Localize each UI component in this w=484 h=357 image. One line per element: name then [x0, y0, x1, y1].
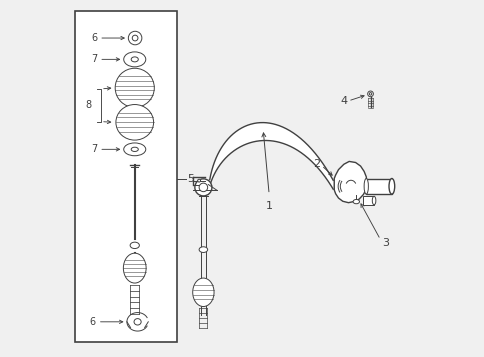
Bar [365, 178, 391, 194]
Text: 6: 6 [90, 317, 96, 327]
Ellipse shape [131, 57, 138, 62]
Ellipse shape [199, 183, 207, 192]
Ellipse shape [388, 178, 394, 194]
Ellipse shape [115, 68, 154, 107]
Ellipse shape [363, 178, 368, 194]
Ellipse shape [195, 179, 212, 196]
Ellipse shape [123, 52, 146, 67]
Ellipse shape [192, 278, 213, 307]
Text: 4: 4 [340, 96, 347, 106]
Ellipse shape [134, 318, 141, 325]
Bar [75, 11, 176, 342]
Ellipse shape [132, 35, 137, 41]
Polygon shape [210, 122, 333, 189]
Ellipse shape [123, 143, 146, 156]
Text: 3: 3 [381, 237, 388, 247]
Text: 5: 5 [187, 174, 194, 183]
Ellipse shape [128, 31, 141, 45]
Ellipse shape [123, 253, 146, 283]
Ellipse shape [199, 247, 207, 252]
Ellipse shape [372, 196, 375, 205]
Ellipse shape [367, 91, 373, 97]
Ellipse shape [197, 179, 200, 182]
Text: 6: 6 [91, 33, 97, 43]
Ellipse shape [352, 200, 359, 204]
Ellipse shape [130, 242, 139, 248]
Polygon shape [333, 161, 366, 203]
Text: 7: 7 [91, 54, 97, 64]
Ellipse shape [116, 105, 153, 140]
Text: 7: 7 [91, 144, 97, 154]
Ellipse shape [368, 92, 371, 95]
Text: 8: 8 [85, 100, 91, 110]
Text: 2: 2 [313, 159, 320, 169]
Text: 1: 1 [265, 201, 272, 211]
Ellipse shape [131, 147, 138, 151]
Bar [363, 196, 373, 205]
